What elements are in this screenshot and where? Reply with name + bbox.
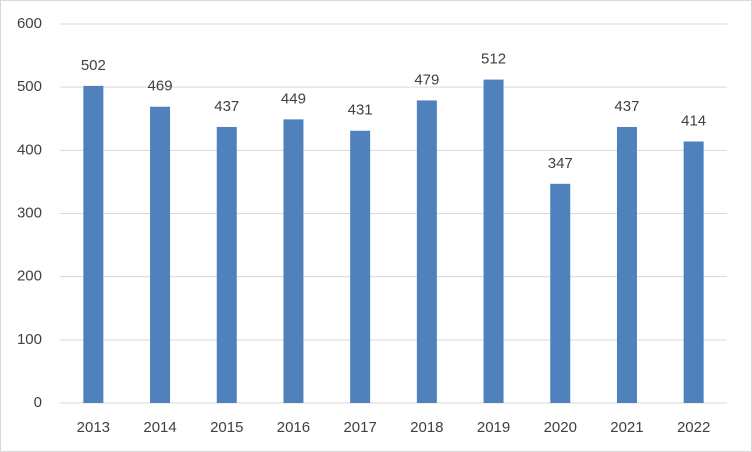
x-tick-label: 2013 xyxy=(77,419,110,436)
x-tick-label: 2022 xyxy=(677,419,710,436)
data-label: 469 xyxy=(148,78,173,95)
data-label: 437 xyxy=(614,98,639,115)
data-label: 502 xyxy=(81,57,106,74)
x-tick-label: 2019 xyxy=(477,419,510,436)
y-tick-label: 500 xyxy=(17,78,42,95)
x-tick-label: 2016 xyxy=(277,419,310,436)
bar xyxy=(550,183,571,403)
bar xyxy=(83,85,104,404)
data-label: 512 xyxy=(481,51,506,68)
data-label: 437 xyxy=(214,98,239,115)
x-tick-label: 2018 xyxy=(410,419,443,436)
x-tick-label: 2021 xyxy=(610,419,643,436)
data-label: 479 xyxy=(414,71,439,88)
y-tick-label: 400 xyxy=(17,141,42,158)
x-tick-label: 2014 xyxy=(143,419,176,436)
y-tick-label: 100 xyxy=(17,331,42,348)
y-tick-label: 0 xyxy=(34,394,42,411)
bar xyxy=(616,126,637,403)
data-label: 431 xyxy=(348,102,373,119)
data-label: 449 xyxy=(281,90,306,107)
x-tick-label: 2015 xyxy=(210,419,243,436)
y-tick-label: 600 xyxy=(17,15,42,32)
bar xyxy=(416,100,437,403)
bar xyxy=(483,79,504,403)
y-tick-label: 200 xyxy=(17,268,42,285)
data-label: 414 xyxy=(681,112,706,129)
bar xyxy=(216,126,237,403)
bar xyxy=(283,119,304,404)
bar xyxy=(150,106,171,403)
data-label: 347 xyxy=(548,155,573,172)
x-tick-label: 2017 xyxy=(343,419,376,436)
bar xyxy=(683,141,704,404)
x-tick-label: 2020 xyxy=(544,419,577,436)
bar xyxy=(350,130,371,404)
y-tick-label: 300 xyxy=(17,204,42,221)
